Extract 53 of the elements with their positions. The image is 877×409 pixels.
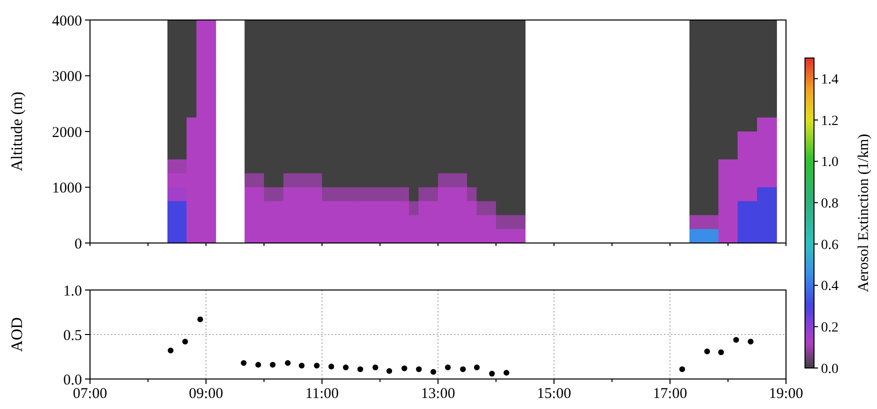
point: [168, 348, 174, 354]
y-axis-title: Altitude (m): [9, 92, 26, 172]
y-tick-label: 3000: [52, 69, 82, 85]
point: [444, 364, 451, 370]
x-tick-label: 11:00: [305, 386, 339, 402]
color-bar-label: 0.2: [821, 320, 838, 336]
point: [328, 364, 334, 370]
point: [460, 366, 466, 372]
point: [474, 364, 480, 370]
point: [182, 338, 188, 344]
point: [357, 366, 364, 372]
point: [314, 362, 320, 369]
point: [489, 370, 495, 377]
point: [372, 364, 378, 370]
color-bar-label: 0.4: [821, 279, 838, 294]
color-bar-label: 1.2: [821, 114, 838, 129]
y-tick-label: 4000: [52, 13, 82, 30]
point: [504, 370, 510, 376]
color-bar-label: 1.0: [821, 155, 838, 170]
x-tick-label: 13:00: [420, 386, 456, 402]
point: [733, 336, 739, 343]
color-bar-label: 0.6: [821, 238, 838, 253]
color-bar-title: Aerosol Extinction (1/km): [856, 134, 872, 292]
point: [255, 362, 262, 368]
y-tick-label: 1000: [52, 180, 82, 196]
point: [679, 366, 686, 372]
color-bar-label: 1.4: [821, 72, 838, 88]
y-tick-label: 0.5: [63, 328, 82, 344]
y-tick-label: 0.0: [63, 372, 82, 388]
x-tick-label: 17:00: [652, 386, 688, 402]
point: [342, 364, 349, 370]
point: [401, 365, 408, 372]
point: [298, 362, 305, 369]
point: [197, 316, 204, 322]
point: [704, 348, 710, 354]
x-tick-label: 15:00: [536, 386, 572, 402]
point: [284, 360, 291, 366]
x-tick-label: 09:00: [188, 386, 224, 402]
x-tick-label: 07:00: [72, 386, 108, 402]
point: [430, 369, 436, 375]
point: [240, 360, 247, 366]
point: [270, 362, 276, 368]
color-bar-label: 0.0: [821, 362, 838, 377]
point: [386, 368, 392, 374]
point: [748, 338, 754, 344]
point: [416, 366, 422, 372]
color-bar-label: 0.8: [821, 196, 838, 212]
point: [718, 349, 724, 356]
y-tick-label: 2000: [52, 124, 82, 141]
y-tick-label: 0: [74, 236, 82, 252]
y-tick-label: 1.0: [63, 283, 82, 300]
x-tick-label: 19:00: [768, 386, 804, 402]
y-axis-title: AOD: [9, 317, 26, 352]
